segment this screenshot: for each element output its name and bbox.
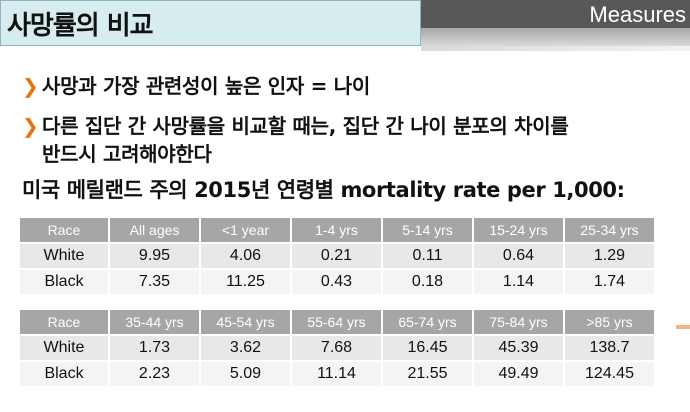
column-header: Race — [20, 310, 108, 334]
mortality-table-2: Race 35-44 yrs 45-54 yrs 55-64 yrs 65-74… — [18, 310, 656, 386]
chevron-right-icon: ❯ — [22, 114, 39, 138]
column-header: >85 yrs — [565, 310, 654, 334]
table-cell: 11.14 — [292, 360, 381, 386]
bullet-2: ❯ 다른 집단 간 사망률을 비교할 때는, 집단 간 나이 분포의 차이를 반… — [22, 112, 569, 168]
table-cell: 1.73 — [110, 334, 199, 360]
table-cell: 21.55 — [383, 360, 472, 386]
mortality-table-1: Race All ages <1 year 1-4 yrs 5-14 yrs 1… — [18, 218, 656, 294]
table-cell: 0.43 — [292, 268, 381, 294]
header-label: Measures — [589, 2, 686, 27]
bullet-text: 사망과 가장 관련성이 높은 인자 = 나이 — [42, 74, 370, 98]
decorative-line — [421, 46, 690, 51]
table-cell: 11.25 — [201, 268, 290, 294]
table-cell: Black — [20, 268, 108, 294]
table-cell: 2.23 — [110, 360, 199, 386]
table-cell: 4.06 — [201, 242, 290, 268]
column-header: All ages — [110, 218, 199, 242]
column-header: 55-64 yrs — [292, 310, 381, 334]
table-cell: 3.62 — [201, 334, 290, 360]
table-cell: White — [20, 242, 108, 268]
column-header: <1 year — [201, 218, 290, 242]
table-cell: Black — [20, 360, 108, 386]
table-caption: 미국 메릴랜드 주의 2015년 연령별 mortality rate per … — [22, 178, 625, 202]
column-header: 25-34 yrs — [565, 218, 654, 242]
table-row: White 1.73 3.62 7.68 16.45 45.39 138.7 — [20, 334, 654, 360]
table-row: Black 2.23 5.09 11.14 21.55 49.49 124.45 — [20, 360, 654, 386]
header-band: Measures — [421, 0, 690, 28]
table-cell: 0.11 — [383, 242, 472, 268]
table-header-row: Race 35-44 yrs 45-54 yrs 55-64 yrs 65-74… — [20, 310, 654, 334]
column-header: 35-44 yrs — [110, 310, 199, 334]
table-cell: 45.39 — [474, 334, 563, 360]
bullet-text-continued: 반드시 고려해야한다 — [42, 142, 212, 166]
table-cell: 1.29 — [565, 242, 654, 268]
column-header: 1-4 yrs — [292, 218, 381, 242]
column-header: 15-24 yrs — [474, 218, 563, 242]
table-cell: 9.95 — [110, 242, 199, 268]
slide-title: 사망률의 비교 — [7, 10, 154, 41]
table-cell: White — [20, 334, 108, 360]
table-cell: 7.35 — [110, 268, 199, 294]
table-cell: 7.68 — [292, 334, 381, 360]
table-cell: 0.21 — [292, 242, 381, 268]
table-cell: 0.64 — [474, 242, 563, 268]
column-header: 75-84 yrs — [474, 310, 563, 334]
bullet-1: ❯ 사망과 가장 관련성이 높은 인자 = 나이 — [22, 72, 370, 100]
table-cell: 49.49 — [474, 360, 563, 386]
chevron-right-icon: ❯ — [22, 74, 39, 98]
table-header-row: Race All ages <1 year 1-4 yrs 5-14 yrs 1… — [20, 218, 654, 242]
table-cell: 16.45 — [383, 334, 472, 360]
table-cell: 1.74 — [565, 268, 654, 294]
table-cell: 5.09 — [201, 360, 290, 386]
table-cell: 138.7 — [565, 334, 654, 360]
bullet-text: 다른 집단 간 사망률을 비교할 때는, 집단 간 나이 분포의 차이를 — [42, 114, 569, 138]
table-cell: 124.45 — [565, 360, 654, 386]
column-header: 65-74 yrs — [383, 310, 472, 334]
table-cell: 1.14 — [474, 268, 563, 294]
column-header: Race — [20, 218, 108, 242]
table-row: Black 7.35 11.25 0.43 0.18 1.14 1.74 — [20, 268, 654, 294]
table-row: White 9.95 4.06 0.21 0.11 0.64 1.29 — [20, 242, 654, 268]
table-cell: 0.18 — [383, 268, 472, 294]
decorative-mark — [676, 325, 690, 329]
slide-title-box: 사망률의 비교 — [0, 0, 421, 46]
column-header: 5-14 yrs — [383, 218, 472, 242]
column-header: 45-54 yrs — [201, 310, 290, 334]
decorative-bar — [421, 28, 690, 46]
